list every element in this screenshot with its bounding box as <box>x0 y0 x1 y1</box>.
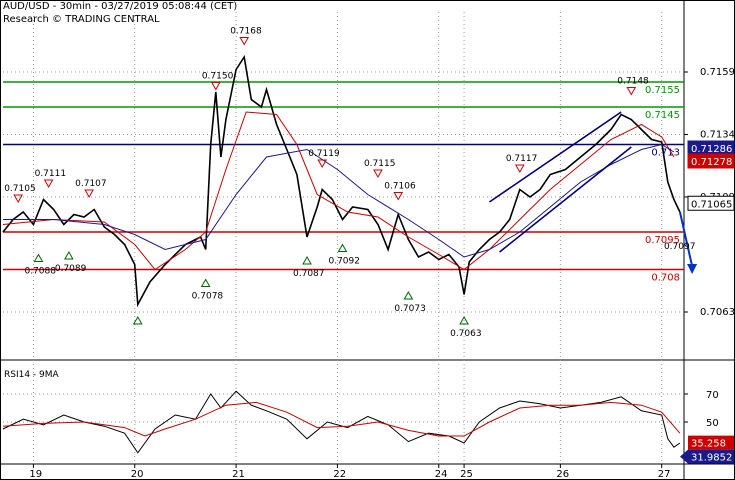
peak-marker <box>13 194 24 204</box>
trough-marker <box>302 255 312 265</box>
peak-marker <box>373 169 383 179</box>
peak-label: 0.7106 <box>384 182 416 192</box>
price-box-label-ma_slow: 0.71286 <box>691 144 732 155</box>
trough-marker <box>459 315 469 325</box>
price-axis-tick-label: 0.7159 <box>700 67 735 78</box>
peak-label: 0.7111 <box>35 169 66 179</box>
rsi-axis-tick-label: 70 <box>706 390 719 401</box>
level-label-resistance: 0.7145 <box>645 110 680 121</box>
peak-label: 0.7168 <box>230 27 262 37</box>
chart-title: AUD/USD - 30min - 03/27/2019 05:08:44 (C… <box>3 1 238 12</box>
trough-marker <box>403 290 414 300</box>
day-axis-label: 25 <box>460 469 473 480</box>
peak-label: 0.7105 <box>4 184 36 194</box>
peak-label: 0.7107 <box>75 179 107 189</box>
price-box-price <box>687 195 735 211</box>
peak-marker <box>317 159 328 169</box>
level-label-support: 0.7095 <box>645 235 680 246</box>
rsi-box-label-rsi_ma: 35.258 <box>691 439 726 450</box>
peak-marker <box>84 189 94 199</box>
price-box-ma_fast <box>687 153 735 169</box>
peak-marker <box>514 164 525 174</box>
level-label-support: 0.708 <box>651 273 680 284</box>
rsi-box-label-rsi: 31.9852 <box>691 453 732 464</box>
price-axis-tick-label: 0.7134 <box>700 130 735 141</box>
trough-label: 0.7089 <box>55 264 87 274</box>
forecast-target-label: 0.7097 <box>664 242 696 252</box>
trough-label: 0.7073 <box>394 304 426 314</box>
forecast-arrow-head <box>687 264 698 274</box>
trough-marker <box>200 278 211 287</box>
day-axis-label: 26 <box>556 469 569 480</box>
trough-label: 0.7063 <box>450 329 482 339</box>
day-axis-label: 22 <box>333 469 346 480</box>
rsi-box-rsi_ma <box>688 435 734 450</box>
series-rsi_ma <box>2 401 681 437</box>
peak-label: 0.7148 <box>617 77 649 87</box>
day-axis-label: 24 <box>435 469 448 480</box>
trough-label: 0.7078 <box>192 292 224 302</box>
trough-marker <box>64 250 74 260</box>
forecast-arrow-shaft <box>678 211 694 267</box>
channel-line <box>488 111 622 203</box>
peak-label: 0.7117 <box>506 154 537 164</box>
peak-marker <box>43 179 54 189</box>
series-rsi <box>2 390 681 454</box>
series-ma_fast <box>2 111 675 271</box>
trough-label: 0.7092 <box>328 257 360 267</box>
rsi-pointer <box>680 449 688 464</box>
peak-label: 0.7115 <box>364 159 396 169</box>
peak-label: 0.7119 <box>308 149 340 159</box>
rsi-title: RSI14 - 9MA <box>4 370 60 380</box>
trough-marker <box>132 315 143 325</box>
price-box-label-price: 0.71065 <box>691 199 732 210</box>
day-axis-label: 19 <box>29 469 42 480</box>
peak-marker <box>239 37 250 46</box>
channel-line <box>499 146 632 253</box>
peak-label: 0.7150 <box>202 72 234 82</box>
day-axis-label: 20 <box>131 469 144 480</box>
rsi-axis-tick-label: 50 <box>706 418 719 429</box>
price-axis-tick-label: 0.7063 <box>700 307 735 318</box>
trough-marker <box>337 243 348 252</box>
peak-marker <box>210 82 221 91</box>
day-axis-label: 21 <box>232 469 245 480</box>
level-label-pivot: 0.713 <box>651 148 680 159</box>
trough-label: 0.7087 <box>293 269 325 279</box>
peak-marker <box>393 192 404 201</box>
rsi-box-rsi <box>688 449 734 464</box>
chart-subtitle: Research © TRADING CENTRAL <box>3 14 160 25</box>
peak-marker <box>626 87 637 96</box>
trough-label: 0.7088 <box>24 267 56 277</box>
trough-marker <box>33 253 44 262</box>
series-price <box>2 54 681 308</box>
level-label-resistance: 0.7155 <box>645 85 680 96</box>
series-ma_slow <box>3 143 675 258</box>
day-axis-label: 27 <box>658 469 671 480</box>
price-box-label-ma_fast: 0.71278 <box>691 157 732 168</box>
